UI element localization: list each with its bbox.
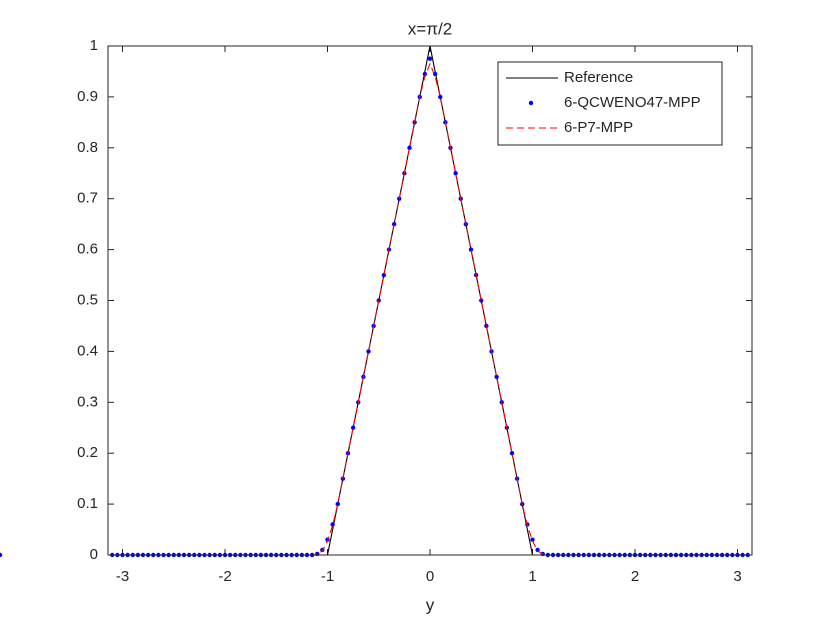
y-tick-label: 0.8 [77, 139, 98, 156]
data-point [479, 298, 484, 303]
x-axis-label: y [426, 595, 435, 614]
x-tick-label: 1 [528, 568, 536, 585]
y-tick-label: 0.4 [77, 342, 98, 359]
legend-label: 6-QCWENO47-MPP [564, 94, 701, 111]
data-point [468, 247, 474, 252]
y-tick-label: 0.9 [77, 88, 98, 105]
legend-box [497, 61, 723, 146]
y-tick-label: 0.6 [77, 241, 98, 258]
axes-box [107, 45, 753, 556]
data-point [315, 551, 320, 557]
x-tick-label: 0 [426, 568, 434, 585]
data-point [530, 537, 535, 542]
data-point [494, 374, 499, 380]
data-point [366, 349, 371, 354]
y-tick-label: 0.5 [77, 291, 98, 308]
legend-label: 6-P7-MPP [564, 119, 633, 136]
data-point [407, 145, 412, 150]
data-point [381, 272, 387, 278]
data-point [453, 171, 458, 176]
data-point [330, 522, 335, 527]
legend-label: Reference [564, 69, 633, 86]
y-tick-label: 0.1 [77, 495, 98, 512]
data-point [350, 425, 356, 430]
data-point [509, 451, 515, 456]
data-point [427, 56, 433, 61]
data-point [0, 552, 3, 558]
data-point [438, 94, 443, 100]
x-tick-label: -2 [218, 568, 231, 585]
data-point [535, 547, 540, 553]
x-tick-label: 3 [733, 568, 741, 585]
y-tick-label: 0.3 [77, 393, 98, 410]
x-tick-label: -1 [321, 568, 334, 585]
data-point [335, 501, 340, 507]
x-tick-label: 2 [631, 568, 639, 585]
legend: Reference 6-QCWENO47-MPP 6-P7-MPP [497, 61, 723, 146]
x-tick-label: -3 [116, 568, 129, 585]
y-tick-label: 0 [90, 546, 98, 563]
chart-title: x=π/2 [408, 19, 452, 38]
legend-symbol [528, 100, 534, 106]
data-point [391, 221, 397, 227]
y-tick-label: 0.2 [77, 444, 98, 461]
y-tick-label: 1 [90, 37, 98, 54]
y-tick-label: 0.7 [77, 190, 98, 207]
